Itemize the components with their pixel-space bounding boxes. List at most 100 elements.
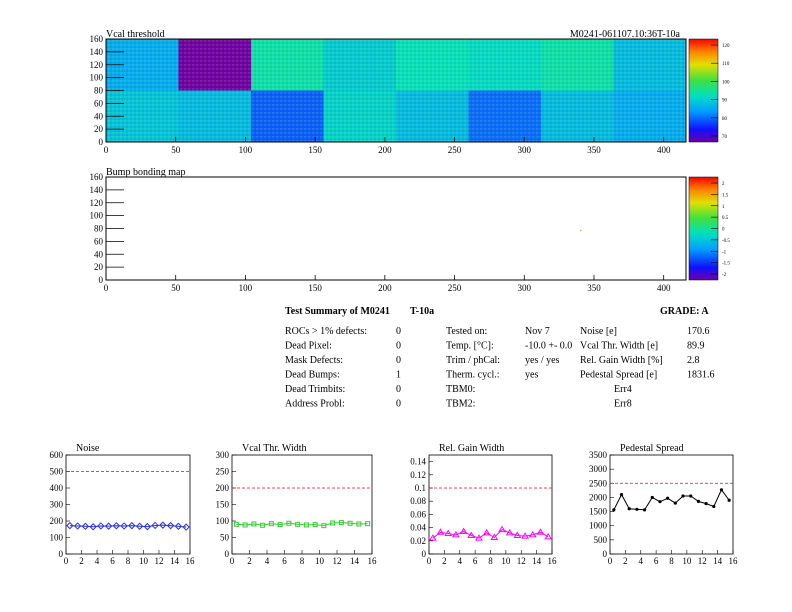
x-tick-label: 200: [378, 145, 392, 155]
x-tick-label: 14: [350, 556, 360, 566]
y-tick-label: 0.04: [410, 523, 426, 533]
small-chart-title: Pedestal Spread: [620, 443, 684, 454]
palette-label: -1: [722, 250, 727, 255]
data-point: [498, 525, 506, 533]
y-tick-label: 50: [220, 533, 230, 543]
data-point: [66, 521, 74, 530]
y-tick-label: 0: [99, 137, 104, 147]
result-label: Pedestal Spread [e]: [580, 370, 657, 381]
result-label: Vcal Thr. Width [e]: [580, 341, 658, 352]
x-tick-label: 2: [79, 556, 84, 566]
y-tick-label: 0.02: [410, 536, 426, 546]
x-tick-label: 8: [300, 556, 305, 566]
roc-texture: [613, 90, 686, 142]
data-point: [513, 531, 522, 539]
test-summary: Test Summary of M0241 T-10a GRADE: A ROC…: [285, 306, 715, 410]
y-tick-label: 0: [603, 549, 608, 559]
result-value: 1831.6: [687, 370, 715, 381]
small-chart-frame: [428, 454, 553, 555]
y-tick-label: 140: [90, 185, 104, 195]
y-tick-label: 80: [94, 224, 104, 234]
data-point: [436, 528, 445, 535]
x-tick-label: 150: [308, 283, 322, 293]
roc-texture: [251, 90, 324, 142]
x-tick-label: 0: [104, 145, 109, 155]
palette-label: 2: [722, 182, 725, 187]
data-point: [650, 495, 654, 500]
data-point: [444, 529, 453, 537]
x-tick-label: 0: [427, 556, 432, 566]
data-point: [104, 522, 113, 530]
y-tick-label: 0.12: [410, 470, 426, 480]
roc-texture: [613, 39, 686, 91]
x-tick-label: 14: [532, 556, 542, 566]
data-point: [482, 528, 491, 536]
y-tick-label: 0.1: [415, 483, 426, 493]
condition-value: yes: [525, 370, 538, 381]
y-tick-label: 0: [59, 549, 64, 559]
x-tick-label: 2: [247, 556, 252, 566]
x-tick-label: 350: [587, 145, 601, 155]
bump-title: Bump bonding map: [106, 167, 185, 178]
defect-label: Dead Pixel:: [285, 341, 332, 352]
data-point: [666, 496, 670, 500]
result-label: Rel. Gain Width [%]: [580, 355, 663, 366]
defect-value: 0: [396, 326, 401, 337]
condition-label: Trim / phCal:: [446, 355, 500, 366]
bump-palette-labels: 2 1.5 1 0.5 0 -0.5 -1 -1.5 -2: [711, 182, 730, 278]
y-tick-label: 300: [216, 450, 230, 460]
dead-bump-point: [580, 229, 582, 232]
y-tick-label: 80: [94, 86, 104, 96]
x-tick-label: 12: [155, 556, 164, 566]
defect-label: Dead Bumps:: [285, 370, 340, 381]
summary-temp-code: T-10a: [410, 306, 434, 317]
data-point: [475, 534, 483, 541]
vcal-title: Vcal threshold: [106, 29, 165, 40]
y-tick-label: 20: [94, 124, 104, 134]
palette-label: 1: [722, 205, 725, 210]
y-tick-label: 40: [94, 111, 104, 121]
defect-label: ROCs > 1% defects:: [285, 326, 367, 337]
data-point: [712, 504, 716, 509]
x-tick-label: 4: [458, 556, 463, 566]
bump-frame: [105, 176, 687, 281]
palette-label: 0: [722, 228, 725, 233]
x-tick-label: 10: [682, 556, 692, 566]
defect-value: 0: [396, 355, 401, 366]
y-tick-label: 0.14: [410, 457, 426, 467]
y-tick-label: 250: [216, 467, 230, 477]
x-tick-label: 6: [110, 556, 115, 566]
y-tick-label: 2500: [589, 478, 608, 488]
y-tick-label: 100: [90, 73, 104, 83]
roc-texture: [541, 39, 614, 91]
x-tick-label: 8: [669, 556, 674, 566]
y-tick-label: 0: [225, 549, 230, 559]
roc-texture: [178, 90, 251, 142]
y-tick-label: 0: [422, 549, 427, 559]
y-tick-label: 40: [94, 249, 104, 259]
y-tick-label: 1500: [589, 507, 608, 517]
data-point: [286, 520, 292, 526]
series-line: [69, 524, 187, 528]
defect-value: 0: [396, 399, 401, 410]
small-chart-title: Vcal Thr. Width: [242, 443, 307, 454]
y-tick-label: 200: [216, 483, 230, 493]
x-tick-label: 150: [308, 145, 322, 155]
condition-value: -10.0 +- 0.0: [525, 341, 572, 352]
x-tick-label: 2: [623, 556, 628, 566]
data-point: [681, 494, 685, 498]
y-tick-label: 120: [90, 198, 104, 208]
data-point: [260, 522, 266, 528]
series-line: [613, 488, 730, 511]
y-tick-label: 160: [90, 34, 104, 44]
roc-texture: [468, 90, 541, 142]
vcal-threshold-panel: Vcal threshold M0241-061107.10:36T-10a 0…: [90, 29, 731, 155]
y-tick-label: 500: [50, 467, 64, 477]
result-value: Err8: [614, 399, 632, 410]
roc-texture: [323, 90, 396, 142]
x-tick-label: 250: [448, 145, 462, 155]
data-point: [658, 500, 662, 504]
data-point: [490, 533, 499, 540]
x-tick-label: 400: [657, 145, 671, 155]
data-point: [467, 531, 476, 539]
